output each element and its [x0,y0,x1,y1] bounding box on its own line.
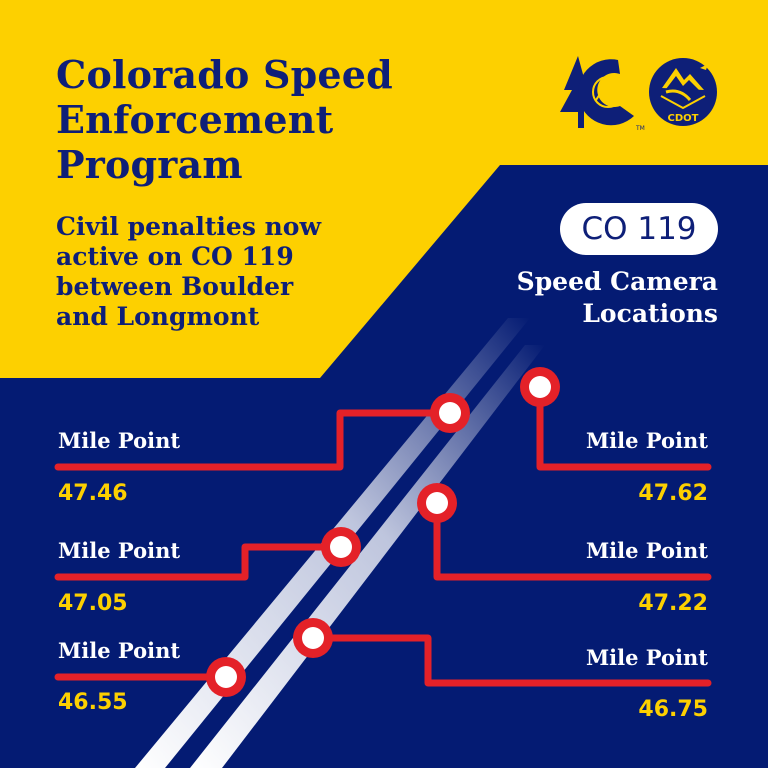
mile-point-value-left-3: 46.55 [58,690,128,715]
camera-marker-46-55 [206,657,246,697]
locations-heading: Speed Camera Locations [517,266,718,330]
route-badge: CO 119 [560,203,718,255]
camera-marker-47-62 [520,367,560,407]
locations-heading-line-1: Speed Camera [516,267,718,296]
camera-markers [206,367,560,697]
svg-text:CDOT: CDOT [668,113,699,124]
subtitle-line-1: Civil penalties now [56,212,321,241]
connector-47-46 [54,409,454,471]
mile-point-label-right-3: Mile Point [585,645,708,670]
logo-group: TM CDOT [560,56,717,132]
svg-text:TM: TM [635,125,645,132]
page-title: Colorado Speed Enforcement Program [56,52,476,187]
locations-heading-line-2: Locations [582,299,718,328]
subtitle-line-4: and Longmont [56,302,260,331]
mile-point-label-left-3: Mile Point [58,638,181,663]
connector-47-62 [536,383,712,471]
connector-lines [54,383,712,687]
camera-marker-47-46 [430,393,470,433]
connector-46-75 [309,634,712,687]
title-line-2: Enforcement [56,97,334,142]
mile-point-value-left-1: 47.46 [58,481,128,506]
mile-point-value-left-2: 47.05 [58,591,128,616]
cdot-logo-icon: CDOT [649,58,717,126]
colorado-c-logo-icon: TM [560,56,645,132]
title-line-1: Colorado Speed [56,52,393,97]
mile-point-label-left-1: Mile Point [58,428,181,453]
mile-point-value-right-1: 47.62 [638,481,708,506]
road-stripe-right [190,345,545,768]
camera-marker-47-05 [321,527,361,567]
subtitle: Civil penalties now active on CO 119 bet… [56,212,416,332]
mile-point-label-left-2: Mile Point [58,538,181,563]
camera-marker-47-22 [417,483,457,523]
mile-point-value-right-2: 47.22 [638,591,708,616]
mile-point-label-right-1: Mile Point [585,428,708,453]
title-line-3: Program [56,142,243,187]
camera-marker-46-75 [293,618,333,658]
mile-point-label-right-2: Mile Point [585,538,708,563]
connector-47-05 [54,543,345,581]
mile-point-value-right-3: 46.75 [638,697,708,722]
subtitle-line-3: between Boulder [56,272,294,301]
connector-47-22 [433,499,712,581]
subtitle-line-2: active on CO 119 [56,242,294,271]
